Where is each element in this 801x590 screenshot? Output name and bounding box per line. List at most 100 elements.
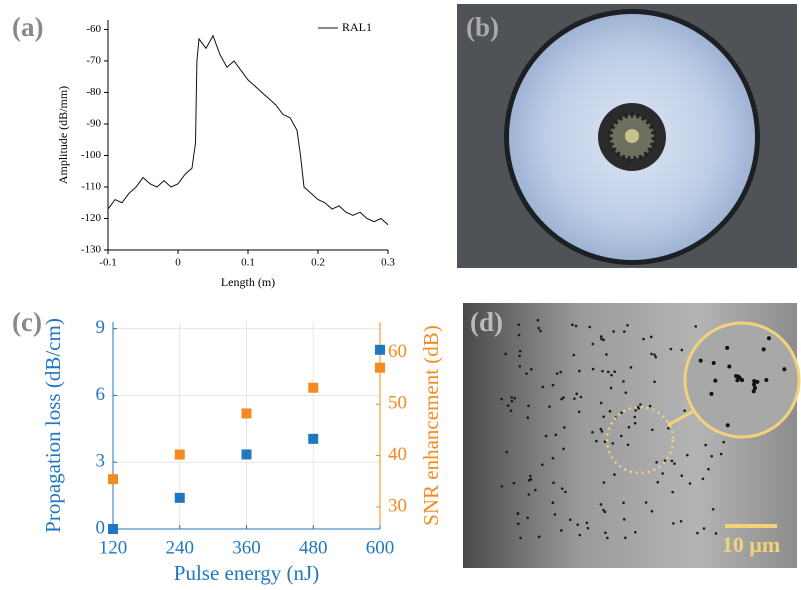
pore: [680, 474, 683, 477]
y2-tick-label: 40: [388, 444, 407, 465]
pore: [580, 396, 583, 399]
pore: [518, 355, 521, 358]
y-tick-label: 6: [96, 384, 106, 405]
pore: [782, 367, 786, 371]
pore: [612, 330, 615, 333]
pore: [605, 353, 608, 356]
pore: [504, 353, 507, 356]
pore: [587, 527, 590, 530]
pore: [703, 527, 706, 530]
pore: [539, 330, 542, 333]
pore: [661, 472, 664, 475]
pore: [680, 520, 683, 523]
pore: [694, 325, 697, 328]
pore: [513, 397, 516, 400]
pore: [613, 473, 616, 476]
x-tick-label: 480: [299, 537, 328, 558]
pore: [562, 447, 565, 450]
sem-image: [463, 303, 799, 568]
pore: [606, 537, 609, 540]
pore: [762, 347, 766, 351]
pore: [634, 422, 637, 425]
pore: [628, 426, 631, 429]
panel-label: (d): [470, 307, 503, 337]
y2-tick-label: 50: [388, 393, 407, 414]
pore: [752, 379, 756, 383]
pore: [622, 380, 625, 383]
pore: [510, 409, 513, 412]
pore: [527, 405, 530, 408]
pore: [578, 370, 581, 373]
pore: [620, 411, 623, 414]
pore: [554, 513, 557, 516]
pore: [637, 406, 640, 409]
pore: [630, 366, 633, 369]
pore: [578, 410, 581, 413]
pore: [624, 536, 627, 539]
pore: [505, 451, 508, 454]
pore: [639, 403, 642, 406]
pore: [526, 416, 529, 419]
pore: [591, 343, 594, 346]
pore: [526, 516, 529, 519]
pore: [627, 443, 630, 446]
pore: [537, 319, 540, 322]
pore: [604, 531, 607, 534]
pore: [725, 346, 729, 350]
pore: [518, 334, 521, 337]
pore: [575, 393, 578, 396]
pore: [548, 405, 551, 408]
pore: [552, 481, 555, 484]
pore: [651, 428, 654, 431]
pore: [500, 398, 503, 401]
pore: [645, 501, 648, 504]
point: [108, 524, 118, 534]
x-tick-label: 240: [166, 537, 195, 558]
x-tick-label: 0.2: [311, 257, 325, 269]
pore: [592, 368, 595, 371]
pore: [601, 370, 604, 373]
pore: [562, 396, 565, 399]
pore: [595, 440, 598, 443]
pore: [552, 457, 555, 460]
pore: [683, 409, 686, 412]
pore: [625, 391, 628, 394]
pore: [727, 364, 731, 368]
y-axis-label: Propagation loss (dB/cm): [41, 318, 65, 533]
pore: [709, 392, 713, 396]
pore: [623, 330, 626, 333]
pore: [696, 532, 699, 535]
pore: [534, 489, 537, 492]
pore: [626, 324, 629, 327]
pore: [607, 371, 610, 374]
legend-label: RAL1: [342, 20, 372, 34]
point: [175, 450, 185, 460]
pore: [573, 354, 576, 357]
figure: (a)(b)(c)(d)10 μm-0.100.10.20.3-130-120-…: [0, 0, 801, 590]
panel-label: (a): [12, 12, 43, 42]
y-axis-label: Amplitude (dB/mm): [56, 86, 70, 184]
pore: [601, 430, 604, 433]
pore: [529, 475, 532, 478]
pore: [704, 444, 707, 447]
pore: [541, 463, 544, 466]
pore: [633, 416, 636, 419]
point: [242, 408, 252, 418]
pore: [720, 453, 723, 456]
pore: [501, 485, 504, 488]
pore: [600, 428, 603, 431]
pore: [556, 372, 559, 375]
pore: [563, 426, 566, 429]
y-tick-label: -100: [81, 149, 102, 161]
pore: [513, 482, 516, 485]
pore: [738, 376, 742, 380]
pore: [689, 482, 692, 485]
pore: [602, 415, 605, 418]
pore: [642, 338, 645, 341]
pore: [649, 405, 652, 408]
x-axis-label: Pulse energy (nJ): [174, 561, 319, 585]
y-tick-label: -90: [86, 118, 101, 130]
pore: [656, 481, 659, 484]
pore: [575, 325, 578, 328]
pore: [571, 323, 574, 326]
